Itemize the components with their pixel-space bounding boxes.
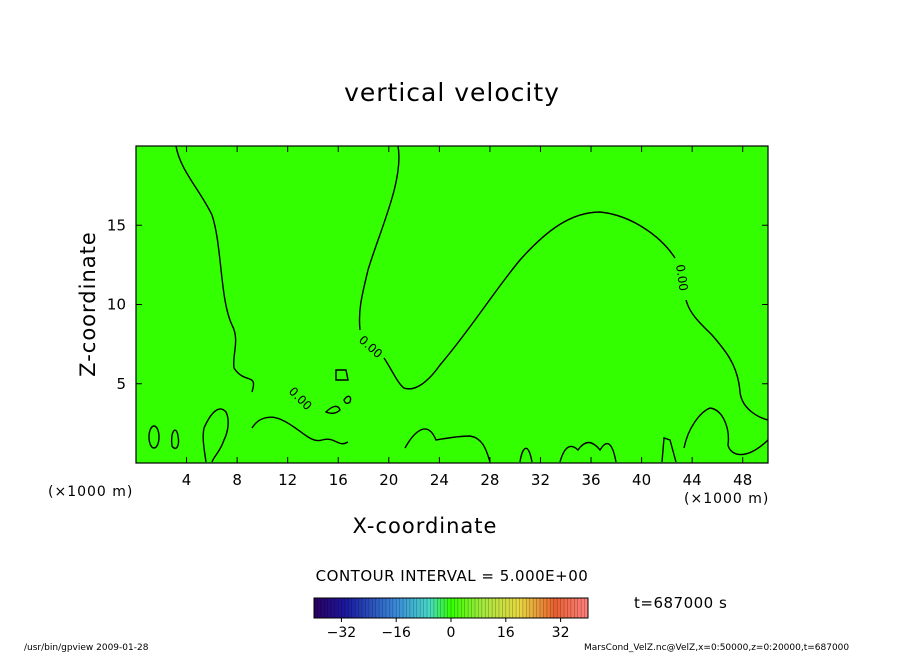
contour-eddy-c (343, 395, 352, 404)
footer-left: /usr/bin/gpview 2009-01-28 (24, 643, 149, 653)
plot-area (136, 146, 768, 463)
x-axis: 4 8 12 16 20 24 28 32 36 40 44 48 (182, 146, 752, 489)
contour-line-surface (251, 407, 768, 463)
x-tick-label: 8 (232, 471, 242, 489)
x-tick-label: 4 (182, 471, 192, 489)
x-tick-label: 32 (531, 471, 550, 489)
colorbar-stripes (317, 598, 585, 618)
x-tick-label: 28 (480, 471, 499, 489)
chart-title: vertical velocity (344, 78, 560, 107)
colorbar-tick-label: −16 (381, 625, 411, 641)
colorbar-tick-label: 32 (552, 625, 570, 641)
contour-line-middle (358, 146, 400, 331)
x-tick-label: 20 (379, 471, 398, 489)
contour-eddy-b (324, 405, 341, 415)
y-tick-label: 5 (116, 375, 126, 393)
colorbar-tick-label: 0 (447, 625, 456, 641)
x-tick-label: 40 (632, 471, 651, 489)
colorbar-tick-label: −32 (327, 625, 357, 641)
colorbar-ticks: −32 −16 0 16 32 (327, 618, 570, 641)
x-tick-label: 36 (581, 471, 600, 489)
contour-line-dome (383, 211, 676, 390)
y-axis: 5 10 15 (107, 216, 768, 393)
x-tick-label: 24 (430, 471, 449, 489)
y-tick-label: 15 (107, 216, 126, 234)
x-tick-label: 48 (733, 471, 752, 489)
contour-eddy-left (148, 425, 160, 449)
x-unit-right: (×1000 m) (684, 491, 770, 507)
y-tick-label: 10 (107, 296, 126, 314)
contour-eddy-a (335, 369, 349, 381)
contour-line-left (175, 146, 255, 393)
footer-right: MarsCond_VelZ.nc@VelZ,x=0:50000,z=0:2000… (584, 643, 850, 653)
contour-interval: CONTOUR INTERVAL = 5.000E+00 (315, 567, 589, 585)
x-unit-left: (×1000 m) (48, 484, 134, 500)
colorbar-tick-label: 16 (497, 625, 515, 641)
contour-line-lower-left (202, 408, 229, 463)
contour-eddy-small (170, 429, 180, 450)
contour-line-right (685, 299, 768, 421)
time-label: t=687000 s (634, 594, 728, 612)
x-tick-label: 12 (278, 471, 297, 489)
y-axis-label: Z-coordinate (76, 231, 100, 377)
contour-label: 0.00 (673, 263, 691, 291)
x-tick-label: 16 (329, 471, 348, 489)
x-axis-label: X-coordinate (352, 514, 498, 538)
contour-lines (148, 146, 768, 463)
x-tick-label: 44 (683, 471, 702, 489)
